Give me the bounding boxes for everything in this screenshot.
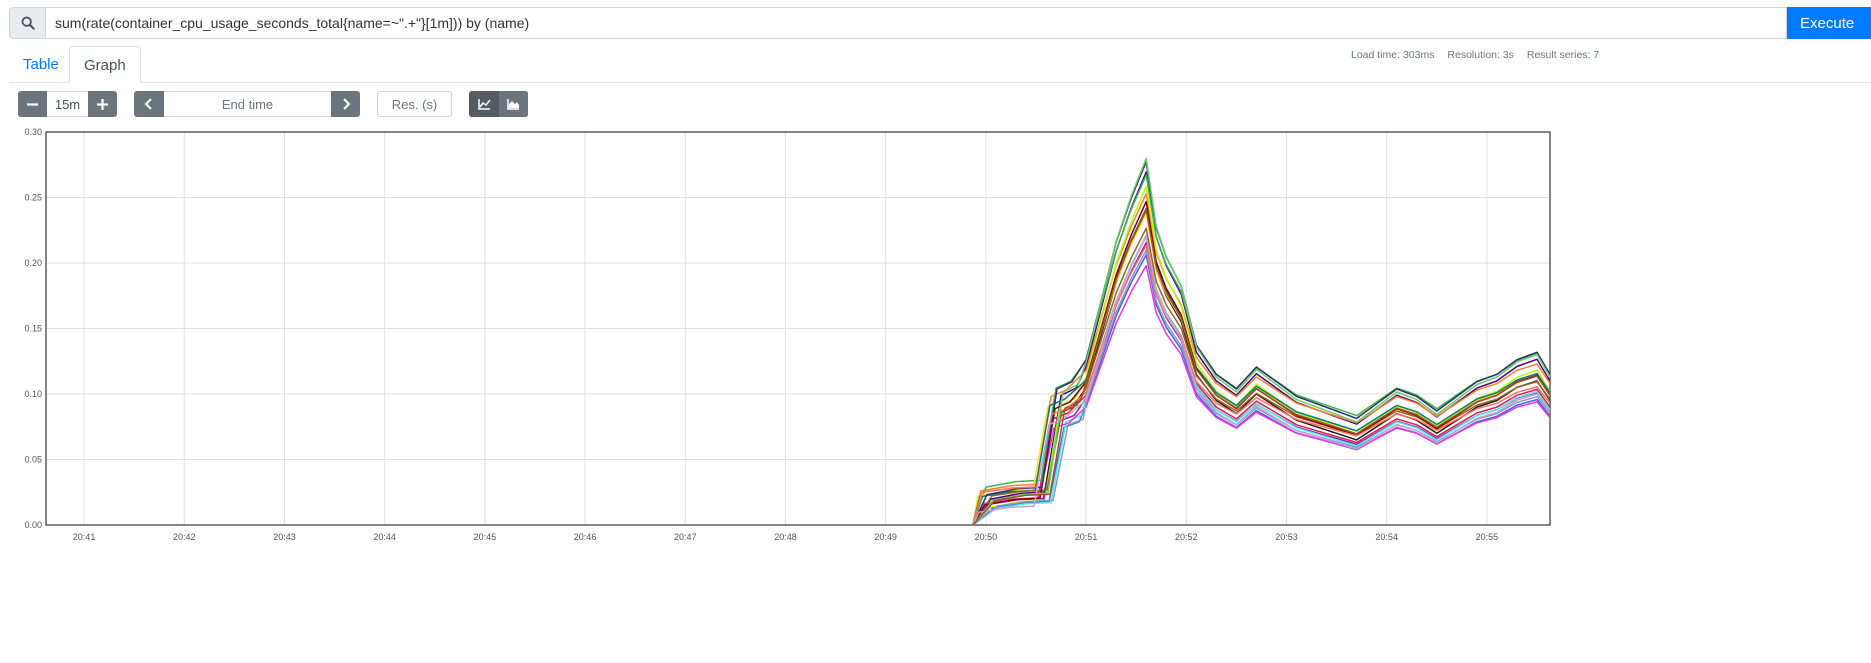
- series-line: [972, 234, 1550, 525]
- line-chart-icon: [477, 98, 491, 110]
- range-input[interactable]: 15m: [47, 91, 88, 117]
- series-line: [972, 244, 1550, 525]
- series-line: [972, 241, 1550, 525]
- x-tick-label: 20:45: [474, 532, 497, 542]
- query-stats: Load time: 303ms Resolution: 3s Result s…: [1351, 49, 1871, 61]
- tab-table[interactable]: Table: [23, 56, 59, 73]
- x-tick-label: 20:50: [975, 532, 998, 542]
- x-tick-label: 20:55: [1476, 532, 1499, 542]
- x-tick-label: 20:47: [674, 532, 697, 542]
- execute-button[interactable]: Execute: [1787, 7, 1871, 39]
- series-line: [972, 264, 1550, 525]
- x-tick-label: 20:43: [273, 532, 296, 542]
- y-tick-label: 0.00: [24, 520, 42, 530]
- series-line: [972, 212, 1550, 525]
- series-line: [972, 157, 1550, 525]
- series-line: [972, 209, 1550, 525]
- series-line: [972, 174, 1550, 525]
- end-time-back-button[interactable]: [134, 91, 164, 117]
- series-line: [972, 207, 1550, 525]
- graph-area: 0.00 0.05 0.10 0.15 0.20 0.25 0.30 20:41 20:42 20…: [0, 124, 1871, 658]
- x-tick-label: 20:52: [1175, 532, 1198, 542]
- stacked-mode-button[interactable]: [499, 91, 528, 117]
- chart-mode-group: [469, 91, 528, 117]
- search-addon: [9, 7, 45, 39]
- result-series: Result series: 7: [1526, 49, 1600, 61]
- series-line: [972, 160, 1550, 525]
- increase-range-button[interactable]: [88, 91, 117, 117]
- y-tick-label: 0.05: [24, 455, 42, 465]
- x-tick-label: 20:44: [373, 532, 396, 542]
- series-line: [972, 185, 1550, 525]
- expression-input[interactable]: sum(rate(container_cpu_usage_seconds_tot…: [45, 7, 1787, 39]
- x-tick-label: 20:53: [1275, 532, 1298, 542]
- load-time: Load time: 303ms: [1351, 49, 1435, 61]
- chevron-right-icon: [342, 98, 350, 110]
- end-time-forward-button[interactable]: [331, 91, 360, 117]
- minus-icon: [27, 102, 38, 106]
- y-tick-label: 0.30: [24, 127, 42, 137]
- plus-icon: [97, 98, 108, 110]
- x-tick-label: 20:46: [574, 532, 597, 542]
- area-chart-icon: [507, 98, 519, 110]
- x-tick-label: 20:42: [173, 532, 196, 542]
- query-bar: sum(rate(container_cpu_usage_seconds_tot…: [9, 7, 1871, 39]
- tab-bar: Table Graph: [9, 46, 1871, 83]
- resolution-stat: Resolution: 3s: [1447, 49, 1514, 61]
- series-line: [972, 200, 1550, 525]
- time-series-chart: 0.00 0.05 0.10 0.15 0.20 0.25 0.30 20:41 20:42 20…: [24, 127, 1551, 542]
- resolution-input[interactable]: Res. (s): [377, 91, 452, 117]
- y-tick-label: 0.15: [24, 324, 42, 334]
- y-tick-label: 0.25: [24, 193, 42, 203]
- line-mode-button[interactable]: [469, 91, 499, 117]
- y-tick-label: 0.10: [24, 389, 42, 399]
- chevron-left-icon: [144, 98, 152, 110]
- x-tick-label: 20:41: [73, 532, 96, 542]
- x-tick-label: 20:48: [774, 532, 797, 542]
- series-line: [972, 208, 1550, 525]
- tab-graph[interactable]: Graph: [69, 46, 141, 83]
- y-tick-label: 0.20: [24, 258, 42, 268]
- decrease-range-button[interactable]: [18, 91, 47, 117]
- x-tick-label: 20:51: [1075, 532, 1098, 542]
- search-icon: [21, 16, 35, 30]
- end-time-input[interactable]: End time: [164, 91, 331, 117]
- plot-frame: [45, 131, 1551, 526]
- series-line: [972, 192, 1550, 525]
- expression-text: sum(rate(container_cpu_usage_seconds_tot…: [55, 15, 530, 31]
- x-tick-label: 20:49: [874, 532, 897, 542]
- x-tick-label: 20:54: [1375, 532, 1398, 542]
